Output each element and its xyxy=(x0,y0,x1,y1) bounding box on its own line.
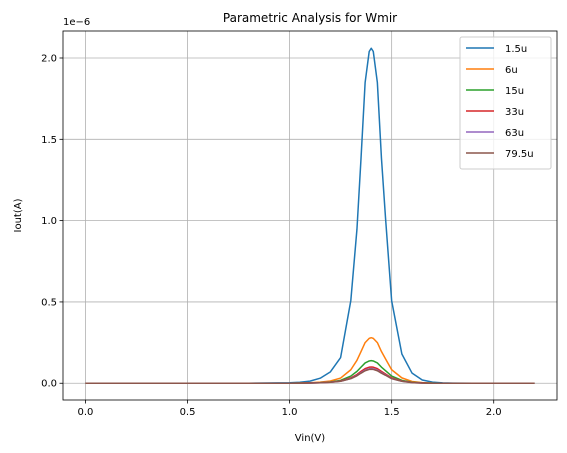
x-tick-label: 1.0 xyxy=(282,407,298,418)
plot-frame xyxy=(62,30,558,401)
y-tick-label: 0.0 xyxy=(41,379,57,390)
y-axis-label: Iout(A) xyxy=(13,198,24,232)
legend-box xyxy=(459,36,552,170)
x-tick-label: 0.5 xyxy=(180,407,196,418)
chart-title: Parametric Analysis for Wmir xyxy=(223,11,397,25)
series-line-79.5u xyxy=(85,368,535,384)
legend-label: 63u xyxy=(505,128,524,139)
legend-label: 6u xyxy=(505,65,518,76)
legend: 1.5u 6u 15u 33u 63u 79.5u xyxy=(459,36,552,170)
y-offset-label: 1e−6 xyxy=(63,17,90,28)
legend-label: 79.5u xyxy=(505,149,534,160)
ticks: 0.0 0.5 1.0 1.5 2.0 0.0 0.5 1.0 1.5 2.0 xyxy=(41,53,502,418)
y-tick-label: 0.5 xyxy=(41,297,57,308)
legend-label: 33u xyxy=(505,107,524,118)
legend-label: 1.5u xyxy=(505,44,527,55)
x-tick-label: 1.5 xyxy=(384,407,400,418)
x-axis-label: Vin(V) xyxy=(295,433,325,444)
series-lines xyxy=(85,47,535,384)
x-tick-label: 2.0 xyxy=(486,407,502,418)
y-tick-label: 1.0 xyxy=(41,216,57,227)
x-tick-label: 0.0 xyxy=(78,407,94,418)
y-tick-label: 2.0 xyxy=(41,53,57,64)
legend-label: 15u xyxy=(505,86,524,97)
y-tick-label: 1.5 xyxy=(41,135,57,146)
